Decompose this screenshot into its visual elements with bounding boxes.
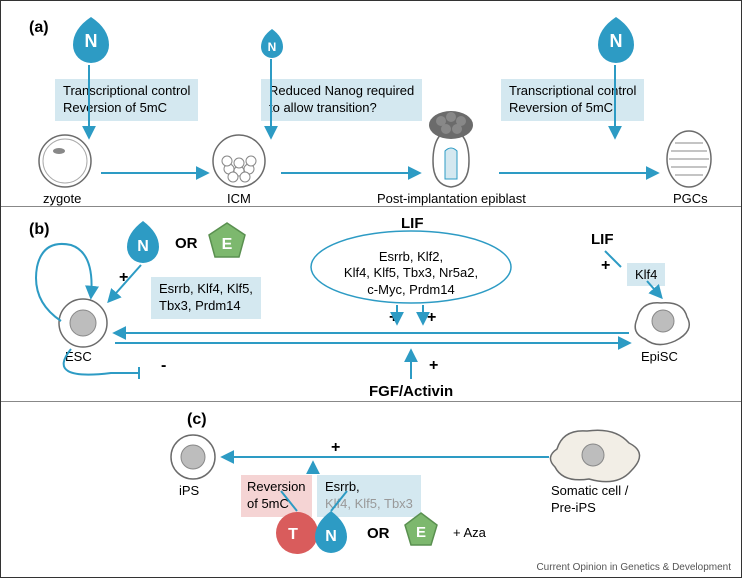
text: Reversion of 5mC xyxy=(63,100,167,115)
targets-c: Esrrb, Klf4, Klf5, Tbx3 xyxy=(317,475,421,517)
svg-text:T: T xyxy=(288,526,298,543)
ips-label: iPS xyxy=(179,483,199,498)
nanog-droplet-icon: N xyxy=(598,17,634,63)
text: Somatic cell / xyxy=(551,483,628,498)
text: Transcriptional control xyxy=(509,83,636,98)
panel-a-label: (a) xyxy=(29,19,49,37)
lif-1: LIF xyxy=(401,215,424,232)
plus-5: + xyxy=(601,257,610,275)
text: Esrrb, Klf4, Klf5, xyxy=(159,281,253,296)
pgcs-label: PGCs xyxy=(673,191,708,206)
text: Esrrb, xyxy=(325,479,360,494)
nanog-droplet-icon: N xyxy=(261,29,283,58)
divider-2 xyxy=(1,401,741,402)
panel-a-box-2: Reduced Nanog required to allow transiti… xyxy=(261,79,422,121)
nanog-droplet-icon: N xyxy=(315,511,347,553)
text: Reversion of 5mC xyxy=(509,100,613,115)
fgf-label: FGF/Activin xyxy=(369,383,453,400)
aza-label: + Aza xyxy=(453,525,486,540)
self-loop-arrow-icon xyxy=(36,244,92,321)
text-gray: Klf4, Klf5, Tbx3 xyxy=(325,496,413,511)
svg-text:N: N xyxy=(610,31,623,51)
epiblast-label: Post-implantation epiblast xyxy=(377,191,526,206)
esc-cell-icon xyxy=(59,299,107,347)
credit-text: Current Opinion in Genetics & Developmen… xyxy=(536,562,731,573)
plus-1: + xyxy=(119,269,128,287)
episc-label: EpiSC xyxy=(641,349,678,364)
nanog-droplet-icon: N xyxy=(127,221,159,263)
divider-1 xyxy=(1,206,741,207)
minus-1: - xyxy=(161,357,166,375)
reversion-box: Reversion of 5mC xyxy=(241,475,312,517)
plus-2: + xyxy=(389,309,398,327)
text: Transcriptional control xyxy=(63,83,190,98)
esrrb-pentagon-icon: E xyxy=(209,223,245,257)
epiblast-icon xyxy=(429,111,473,187)
plus-c: + xyxy=(331,439,340,457)
esrrb-pentagon-icon: E xyxy=(405,513,437,545)
svg-text:N: N xyxy=(85,31,98,51)
somatic-cell-icon xyxy=(550,430,639,481)
panel-c-label: (c) xyxy=(187,411,207,429)
svg-text:E: E xyxy=(222,236,233,253)
text: Reduced Nanog required xyxy=(269,83,414,98)
panel-a-box-1: Transcriptional control Reversion of 5mC xyxy=(55,79,198,121)
text: Tbx3, Prdm14 xyxy=(159,298,241,313)
text: Pre-iPS xyxy=(551,500,596,515)
pgcs-icon xyxy=(667,131,711,187)
or-2: OR xyxy=(367,525,390,542)
ips-cell-icon xyxy=(171,435,215,479)
zygote-icon xyxy=(39,135,91,187)
klf4-box: Klf4 xyxy=(627,263,665,286)
svg-text:N: N xyxy=(325,528,337,545)
text: of 5mC xyxy=(247,496,289,511)
nanog-targets: Esrrb, Klf4, Klf5, Tbx3, Prdm14 xyxy=(151,277,261,319)
panel-b-label: (b) xyxy=(29,221,49,239)
or-1: OR xyxy=(175,235,198,252)
icm-label: ICM xyxy=(227,191,251,206)
svg-text:E: E xyxy=(416,524,426,541)
panel-a-box-3: Transcriptional control Reversion of 5mC xyxy=(501,79,644,121)
zygote-label: zygote xyxy=(43,191,81,206)
svg-text:N: N xyxy=(137,238,149,255)
nanog-droplet-icon: N xyxy=(73,17,109,63)
lif-2: LIF xyxy=(591,231,614,248)
diagram-canvas: (a) (b) (c) Transcriptional control Reve… xyxy=(0,0,742,578)
plus-4: + xyxy=(429,357,438,375)
somatic-label: Somatic cell / Pre-iPS xyxy=(551,483,628,517)
text: Klf4, Klf5, Tbx3, Nr5a2, xyxy=(344,265,478,280)
svg-text:N: N xyxy=(268,40,277,54)
tet-circle-icon: T xyxy=(276,512,318,554)
plus-3: + xyxy=(427,309,436,327)
icm-icon xyxy=(213,135,265,187)
episc-cell-icon xyxy=(635,303,689,345)
text: Reversion xyxy=(247,479,306,494)
lif-oval-text: Esrrb, Klf2, Klf4, Klf5, Tbx3, Nr5a2, c-… xyxy=(331,249,491,298)
text: Esrrb, Klf2, xyxy=(379,249,443,264)
text: c-Myc, Prdm14 xyxy=(367,282,454,297)
text: to allow transition? xyxy=(269,100,377,115)
esc-label: ESC xyxy=(65,349,92,364)
